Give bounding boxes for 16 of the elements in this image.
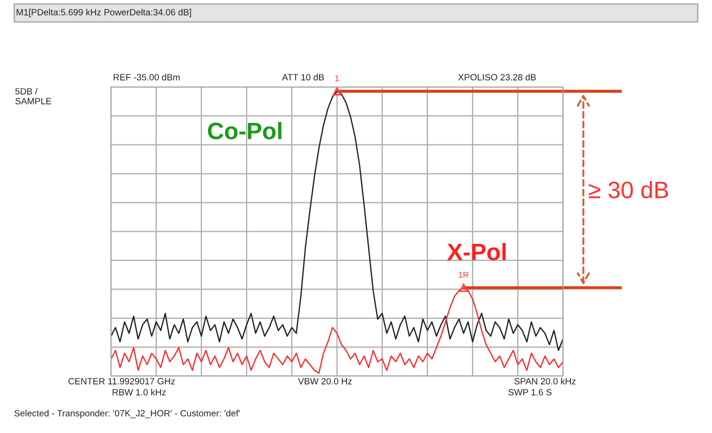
annotation: 1 bbox=[335, 75, 339, 82]
text: SWP 1.6 S bbox=[508, 389, 552, 396]
annotation: 1R bbox=[458, 272, 468, 278]
text: REF -35.00 dBm bbox=[114, 74, 180, 80]
text: Selected - Transponder: '07K_J2_HOR' - Customer: 'def' bbox=[14, 410, 240, 418]
text: VBW 20.0 Hz bbox=[298, 378, 352, 384]
text: 5DB / SAMPLE bbox=[15, 88, 52, 104]
text: M1[PDelta:5.699 kHz PowerDelta:34.06 dB] bbox=[16, 8, 191, 18]
text: ATT 10 dB bbox=[282, 74, 324, 80]
series-label: X-Pol bbox=[447, 242, 506, 260]
series-label: Co-Pol bbox=[208, 122, 282, 140]
text: SPAN 20.0 kHz bbox=[514, 378, 576, 384]
text: XPOLISO 23.28 dB bbox=[458, 74, 536, 80]
text: RBW 1.0 kHz bbox=[112, 388, 166, 396]
text: ≥ 30 dB bbox=[588, 180, 668, 198]
text: CENTER 11.9929017 GHz bbox=[68, 378, 175, 384]
